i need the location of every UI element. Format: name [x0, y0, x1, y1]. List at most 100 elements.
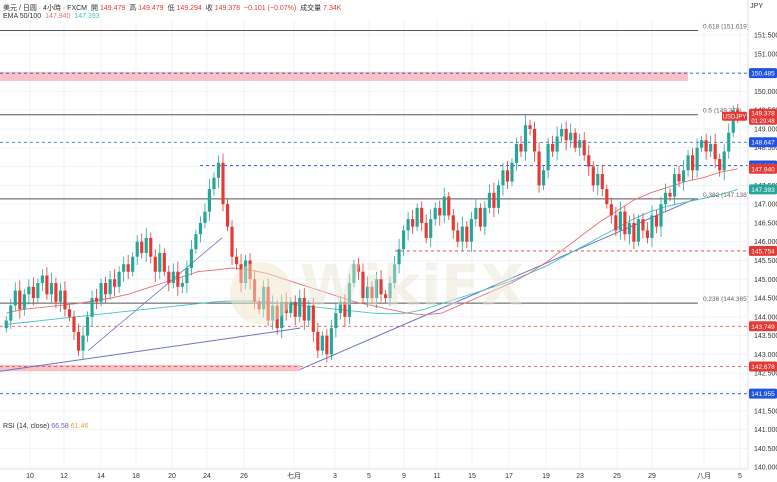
candle-body	[713, 143, 717, 160]
candle-body	[411, 219, 415, 227]
candle-body	[298, 298, 302, 317]
price-badge-label: 150.485	[751, 71, 775, 78]
candle-body	[361, 271, 365, 299]
candle-body	[451, 215, 455, 231]
candle-body	[555, 136, 559, 152]
price-badge	[749, 163, 777, 174]
y-tick-label: 146.500	[754, 220, 777, 227]
y-tick-label: 141.500	[754, 408, 777, 415]
ema-legend: EMA 50/100 147.940 147.393	[3, 13, 102, 20]
candle-body	[496, 185, 501, 208]
candle-body	[221, 162, 225, 205]
candle-body	[641, 219, 645, 231]
candle-body	[212, 177, 216, 190]
rsi-value: 66.58	[51, 423, 69, 430]
candle-body	[374, 279, 379, 299]
candle-body	[198, 222, 202, 235]
candle-body	[514, 143, 519, 163]
ema100-value: 147.393	[74, 13, 100, 20]
candle-body	[302, 298, 306, 321]
candle-body	[329, 328, 333, 355]
candle-body	[691, 155, 695, 171]
candle-body	[402, 230, 406, 250]
candle-body	[591, 166, 595, 186]
price-badge	[749, 245, 777, 256]
rsi-ma-value: 61.46	[70, 423, 89, 430]
candle-body	[510, 162, 514, 182]
candle-body	[113, 279, 117, 287]
candle-body	[149, 237, 153, 257]
candle-body	[551, 143, 555, 152]
candle-body	[289, 301, 293, 314]
time-axis[interactable]: 10 12 14 18 20 24 26 七月 3 5 9 11 15 17 19 23 25 29 八月 5	[0, 468, 748, 480]
price-badge-label: 141.955	[751, 391, 775, 398]
x-tick-label: 七月	[287, 471, 301, 480]
x-tick-label: 5	[367, 473, 371, 480]
fib-label: 0.618 (151.619)	[703, 24, 749, 31]
x-tick-label: 19	[542, 473, 550, 480]
ema-label[interactable]: EMA 50/100	[3, 13, 42, 20]
candle-body	[672, 174, 677, 197]
price-badge-label: 148.647	[751, 140, 775, 147]
candle-body	[438, 207, 442, 216]
watermark-logo-icon	[230, 262, 292, 324]
fib-label: 0.382 (147.138)	[703, 192, 749, 199]
candle-body	[185, 267, 189, 284]
x-tick-label: 八月	[697, 472, 711, 480]
y-tick-label: 143.500	[754, 333, 777, 340]
candle-body	[623, 211, 627, 235]
close-value: 149.378	[214, 5, 241, 12]
y-tick-label: 147.000	[754, 202, 777, 209]
candle-body	[383, 294, 388, 299]
rsi-legend[interactable]: RSI (14, close) 66.58 61.46	[3, 423, 88, 430]
candle-body	[424, 222, 428, 238]
grid-lines	[0, 20, 748, 469]
candle-body	[433, 207, 437, 220]
candle-body	[483, 207, 487, 227]
candle-body	[668, 192, 672, 197]
price-badge	[749, 388, 777, 399]
candle-body	[4, 320, 8, 329]
candle-body	[659, 204, 663, 227]
candle-body	[406, 219, 410, 231]
price-zones	[0, 71, 688, 372]
candle-body	[465, 226, 469, 242]
price-zone	[0, 364, 300, 372]
candle-body	[126, 264, 130, 272]
candle-body	[9, 305, 13, 321]
candle-body	[614, 215, 618, 231]
horizontal-levels	[0, 30, 748, 395]
candle-body	[596, 174, 600, 186]
price-badge	[749, 68, 777, 79]
candle-body	[67, 309, 72, 317]
candle-body	[234, 256, 239, 265]
symbol-title[interactable]: 美元 / 日圆 · 4小時 · FXCM	[3, 5, 87, 12]
candle-body	[442, 196, 446, 216]
currency-label: JPY	[750, 3, 763, 10]
candle-body	[636, 219, 640, 242]
candle-body	[537, 151, 541, 186]
candle-body	[230, 226, 234, 257]
fib-labels: 0.618 (151.619) 0.5 (149.379) 0.382 (147.1…	[703, 24, 749, 304]
candle-body	[140, 241, 144, 253]
candle-body	[392, 264, 397, 284]
candle-body	[325, 335, 329, 355]
trendline	[87, 237, 223, 351]
candle-body	[153, 256, 157, 272]
x-tick-label: 24	[203, 473, 211, 480]
last-price-badge	[749, 108, 777, 125]
high-value: 149.479	[138, 5, 164, 12]
candle-body	[54, 283, 58, 302]
price-zone	[0, 71, 688, 81]
y-tick-label: 145.000	[754, 277, 777, 284]
candle-body	[63, 290, 67, 310]
candle-body	[474, 207, 478, 220]
candle-body	[460, 226, 464, 242]
candle-body	[397, 249, 401, 265]
candle-body	[158, 252, 162, 272]
candle-body	[429, 219, 433, 238]
y-tick-label: 141.000	[754, 427, 777, 434]
candle-body	[569, 132, 573, 141]
candle-body	[379, 279, 383, 295]
